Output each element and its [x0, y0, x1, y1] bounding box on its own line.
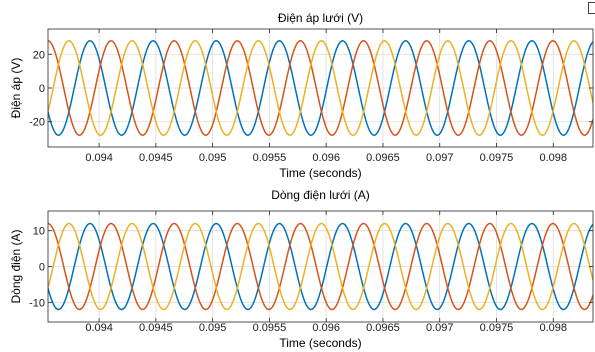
- chart-1-y-tick-label-1: 0: [39, 83, 45, 95]
- chart-2-x-tick-label-5: 0.0965: [366, 322, 400, 334]
- chart-2-x-tick-label-3: 0.0955: [253, 322, 287, 334]
- chart-1-x-tick-label-4: 0.096: [312, 152, 340, 164]
- chart-1-series-2-line: [48, 40, 593, 136]
- chart-1-y-tick-label-2: 20: [33, 49, 45, 61]
- chart-2-x-tick-label-0: 0.094: [85, 322, 113, 334]
- chart-1-y-tick-label-0: -20: [29, 117, 45, 129]
- chart-1-series-3-line: [48, 40, 593, 136]
- chart-2-y-tick-label-1: 0: [39, 262, 45, 274]
- chart-2-series-3-line: [48, 222, 593, 311]
- chart-2-x-tick-label-8: 0.098: [539, 322, 567, 334]
- chart-2-series-2-line: [48, 222, 593, 311]
- chart-2-x-tick-label-7: 0.0975: [480, 322, 514, 334]
- chart-2-x-axis-label: Time (seconds): [279, 336, 361, 350]
- chart-2-x-tick-label-6: 0.097: [426, 322, 454, 334]
- figure-corner-icon: [588, 2, 595, 14]
- chart-1-x-tick-label-8: 0.098: [539, 152, 567, 164]
- chart-1-axes: 0.094 0.0945 0.095 0.0955 0.096 0.0965 0.097 0.…: [9, 11, 594, 180]
- chart-2-y-tick-label-2: 10: [33, 226, 45, 238]
- chart-2-title: Dòng điện lưới (A): [271, 188, 370, 202]
- chart-1-y-axis-label: Điện áp (V): [9, 58, 23, 119]
- chart-1-x-axis-label: Time (seconds): [279, 166, 361, 180]
- chart-2-y-axis-label: Dòng điện (A): [9, 229, 23, 303]
- chart-1-x-tick-label-6: 0.097: [426, 152, 454, 164]
- chart-2-series-1-line: [48, 222, 593, 311]
- chart-1-title: Điện áp lưới (V): [278, 11, 363, 25]
- chart-2-x-tick-label-4: 0.096: [312, 322, 340, 334]
- chart-2-axes: 0.094 0.0945 0.095 0.0955 0.096 0.0965 0.097 0.…: [9, 188, 594, 350]
- chart-2-y-tick-label-0: -10: [29, 297, 45, 309]
- chart-1-x-tick-label-2: 0.095: [199, 152, 227, 164]
- chart-1-x-tick-label-3: 0.0955: [253, 152, 287, 164]
- chart-1-x-tick-label-0: 0.094: [85, 152, 113, 164]
- chart-1-x-tick-label-1: 0.0945: [139, 152, 173, 164]
- chart-1-x-tick-label-7: 0.0975: [480, 152, 514, 164]
- chart-2-x-tick-label-2: 0.095: [199, 322, 227, 334]
- chart-2-x-tick-label-1: 0.0945: [139, 322, 173, 334]
- chart-1-series-1-line: [48, 40, 593, 136]
- chart-1-x-tick-label-5: 0.0965: [366, 152, 400, 164]
